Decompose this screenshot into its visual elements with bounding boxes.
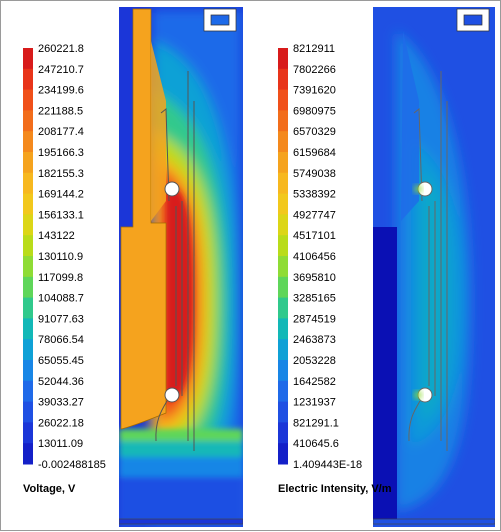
voltage-hv-conductor xyxy=(120,8,167,430)
legend-swatch xyxy=(23,422,33,444)
legend-tick-label: 26022.18 xyxy=(38,417,84,429)
legend-swatch xyxy=(278,318,288,340)
legend-title: Electric Intensity, V/m xyxy=(278,483,392,495)
intensity-top-notch xyxy=(456,8,490,32)
legend-tick-label: 6159684 xyxy=(293,147,336,159)
legend-tick-label: 260221.8 xyxy=(38,43,84,55)
legend-tick-label: 2874519 xyxy=(293,313,336,325)
legend-swatch xyxy=(23,380,33,403)
legend-tick-label: 8212911 xyxy=(293,43,335,55)
voltage-plot xyxy=(119,7,243,527)
legend-swatch xyxy=(278,48,288,70)
legend-tick-label: 169144.2 xyxy=(38,189,84,201)
legend-swatch xyxy=(278,360,288,382)
legend-tick-label: 1642582 xyxy=(293,376,336,388)
legend-tick-label: 3695810 xyxy=(293,272,336,284)
legend-title: Voltage, V xyxy=(23,483,76,495)
legend-tick-label: 6980975 xyxy=(293,105,336,117)
legend-tick-label: 182155.3 xyxy=(38,168,84,180)
legend-tick-label: 2463873 xyxy=(293,334,336,346)
legend-tick-label: 195166.3 xyxy=(38,147,84,159)
legend-swatch xyxy=(278,256,288,278)
legend-tick-label: 7802266 xyxy=(293,64,336,76)
voltage-legend: 260221.8 247210.7 234199.6 221188.5 208177.4… xyxy=(23,43,106,495)
legend-tick-label: -0.002488185 xyxy=(38,459,106,471)
legend-swatch xyxy=(23,235,33,257)
legend-tick-label: 78066.54 xyxy=(38,334,84,346)
legend-swatch xyxy=(278,339,288,361)
legend-tick-label: 65055.45 xyxy=(38,355,84,367)
legend-swatch xyxy=(23,443,33,465)
legend-tick-label: 2053228 xyxy=(293,355,336,367)
legend-tick-label: 117099.8 xyxy=(38,272,83,284)
legend-swatch xyxy=(278,172,288,195)
legend-swatch xyxy=(278,443,288,465)
legend-tick-label: 1.409443E-18 xyxy=(293,459,362,471)
legend-tick-label: 4517101 xyxy=(293,230,336,242)
legend-tick-label: 130110.9 xyxy=(38,251,83,263)
legend-swatch xyxy=(278,214,288,236)
legend-tick-label: 39033.27 xyxy=(38,397,84,409)
legend-tick-label: 1231937 xyxy=(293,397,336,409)
legend-swatch xyxy=(278,380,288,403)
legend-swatch xyxy=(23,401,33,423)
legend-tick-label: 7391620 xyxy=(293,85,336,97)
legend-tick-label: 5338392 xyxy=(293,189,336,201)
legend-swatch xyxy=(278,131,288,153)
legend-swatch xyxy=(23,68,33,91)
legend-swatch xyxy=(23,152,33,174)
legend-swatch xyxy=(23,360,33,382)
legend-swatch xyxy=(278,193,288,215)
legend-tick-label: 13011.09 xyxy=(38,438,83,450)
legend-tick-label: 156133.1 xyxy=(38,209,84,221)
legend-swatch xyxy=(23,276,33,299)
legend-tick-label: 821291.1 xyxy=(293,417,339,429)
legend-tick-label: 5749038 xyxy=(293,168,336,180)
legend-tick-label: 208177.4 xyxy=(38,126,84,138)
legend-swatch xyxy=(23,172,33,195)
intensity-plot xyxy=(373,7,495,527)
legend-tick-label: 221188.5 xyxy=(38,105,83,117)
legend-swatch xyxy=(23,214,33,236)
legend-swatch xyxy=(278,110,288,132)
legend-swatch xyxy=(23,110,33,132)
legend-swatch xyxy=(278,276,288,299)
intensity-legend: 8212911 7802266 7391620 6980975 6570329 61596… xyxy=(278,43,392,495)
legend-tick-label: 4106456 xyxy=(293,251,336,263)
legend-swatch xyxy=(23,193,33,215)
legend-tick-label: 247210.7 xyxy=(38,64,84,76)
legend-swatch xyxy=(23,89,33,111)
legend-tick-label: 234199.6 xyxy=(38,85,84,97)
legend-tick-label: 3285165 xyxy=(293,293,336,305)
legend-swatch xyxy=(278,68,288,91)
legend-swatch xyxy=(23,318,33,340)
legend-swatch xyxy=(278,152,288,174)
legend-swatch xyxy=(23,48,33,70)
legend-swatch xyxy=(23,297,33,319)
legend-swatch xyxy=(23,339,33,361)
voltage-top-notch xyxy=(203,8,237,32)
legend-swatch xyxy=(278,401,288,423)
legend-swatch xyxy=(278,422,288,444)
legend-tick-label: 91077.63 xyxy=(38,313,84,325)
legend-tick-label: 104088.7 xyxy=(38,293,84,305)
legend-swatch xyxy=(278,297,288,319)
legend-swatch xyxy=(23,131,33,153)
legend-tick-label: 143122 xyxy=(38,230,75,242)
legend-swatch xyxy=(278,235,288,257)
legend-tick-label: 6570329 xyxy=(293,126,336,138)
legend-tick-label: 52044.36 xyxy=(38,376,84,388)
legend-tick-label: 4927747 xyxy=(293,209,336,221)
legend-swatch xyxy=(23,256,33,278)
legend-tick-label: 410645.6 xyxy=(293,438,339,450)
legend-swatch xyxy=(278,89,288,111)
